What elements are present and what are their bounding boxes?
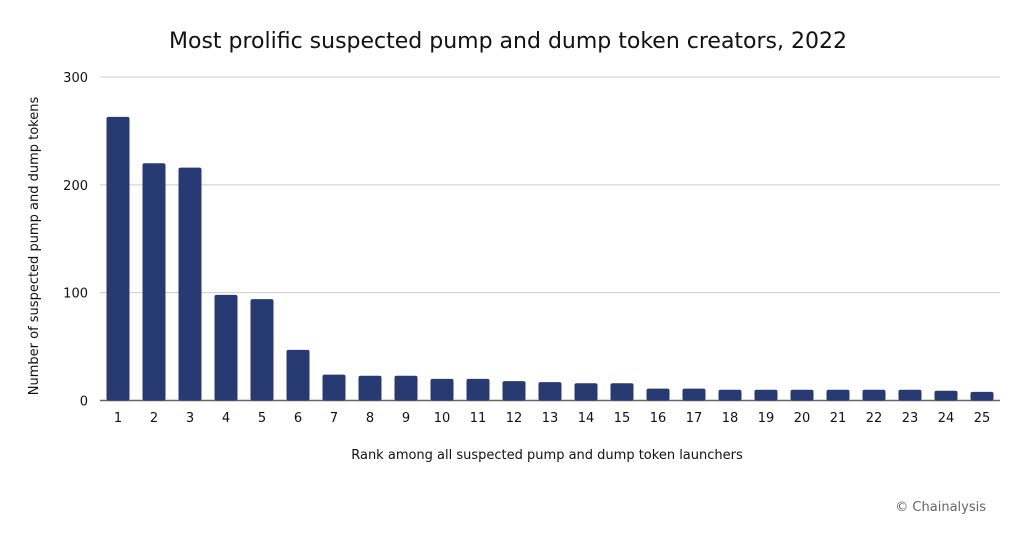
bar-1 bbox=[106, 116, 130, 401]
x-tick-label: 22 bbox=[866, 411, 883, 426]
x-tick-label: 4 bbox=[222, 411, 230, 426]
bar-4 bbox=[214, 294, 238, 401]
x-tick-label: 13 bbox=[542, 411, 559, 426]
x-tick-label: 6 bbox=[294, 411, 302, 426]
x-tick-label: 2 bbox=[150, 411, 158, 426]
bar-20 bbox=[790, 389, 814, 401]
x-tick-label: 7 bbox=[330, 411, 338, 426]
y-axis-label: Number of suspected pump and dump tokens bbox=[27, 97, 42, 396]
bar-19 bbox=[754, 389, 778, 401]
x-tick-label: 20 bbox=[794, 411, 811, 426]
bar-7 bbox=[322, 374, 346, 401]
x-tick-label: 5 bbox=[258, 411, 266, 426]
bar-15 bbox=[610, 383, 634, 401]
x-tick-label: 23 bbox=[902, 411, 919, 426]
y-tick-label: 100 bbox=[63, 287, 88, 302]
x-tick-label: 9 bbox=[402, 411, 410, 426]
bar-2 bbox=[142, 163, 166, 401]
x-axis-label: Rank among all suspected pump and dump t… bbox=[351, 448, 743, 463]
bar-18 bbox=[718, 389, 742, 401]
chart-title: Most prolific suspected pump and dump to… bbox=[169, 29, 847, 54]
y-tick-label: 200 bbox=[63, 179, 88, 194]
y-tick-label: 0 bbox=[80, 395, 88, 410]
bar-25 bbox=[970, 391, 994, 401]
bar-5 bbox=[250, 299, 274, 401]
x-tick-label: 10 bbox=[434, 411, 451, 426]
bar-22 bbox=[862, 389, 886, 401]
x-tick-label: 19 bbox=[758, 411, 775, 426]
x-tick-label: 18 bbox=[722, 411, 739, 426]
x-tick-label: 17 bbox=[686, 411, 703, 426]
x-tick-label: 1 bbox=[114, 411, 122, 426]
bar-17 bbox=[682, 388, 706, 401]
x-tick-label: 11 bbox=[470, 411, 487, 426]
x-tick-label: 3 bbox=[186, 411, 194, 426]
bar-21 bbox=[826, 389, 850, 401]
x-tick-label: 12 bbox=[506, 411, 523, 426]
bar-24 bbox=[934, 390, 958, 401]
x-tick-label: 14 bbox=[578, 411, 595, 426]
bar-12 bbox=[502, 381, 526, 401]
bar-23 bbox=[898, 389, 922, 401]
bar-9 bbox=[394, 375, 418, 401]
x-tick-label: 16 bbox=[650, 411, 667, 426]
bar-11 bbox=[466, 378, 490, 401]
bar-6 bbox=[286, 349, 310, 401]
bar-13 bbox=[538, 382, 562, 401]
bar-16 bbox=[646, 388, 670, 401]
y-tick-label: 300 bbox=[63, 71, 88, 86]
x-tick-label: 21 bbox=[830, 411, 847, 426]
x-tick-label: 25 bbox=[974, 411, 991, 426]
x-tick-label: 24 bbox=[938, 411, 955, 426]
credit: © Chainalysis bbox=[895, 500, 986, 515]
bar-10 bbox=[430, 378, 454, 401]
x-tick-label: 15 bbox=[614, 411, 631, 426]
bar-14 bbox=[574, 383, 598, 401]
bar-8 bbox=[358, 375, 382, 401]
bar-3 bbox=[178, 167, 202, 401]
x-tick-label: 8 bbox=[366, 411, 374, 426]
